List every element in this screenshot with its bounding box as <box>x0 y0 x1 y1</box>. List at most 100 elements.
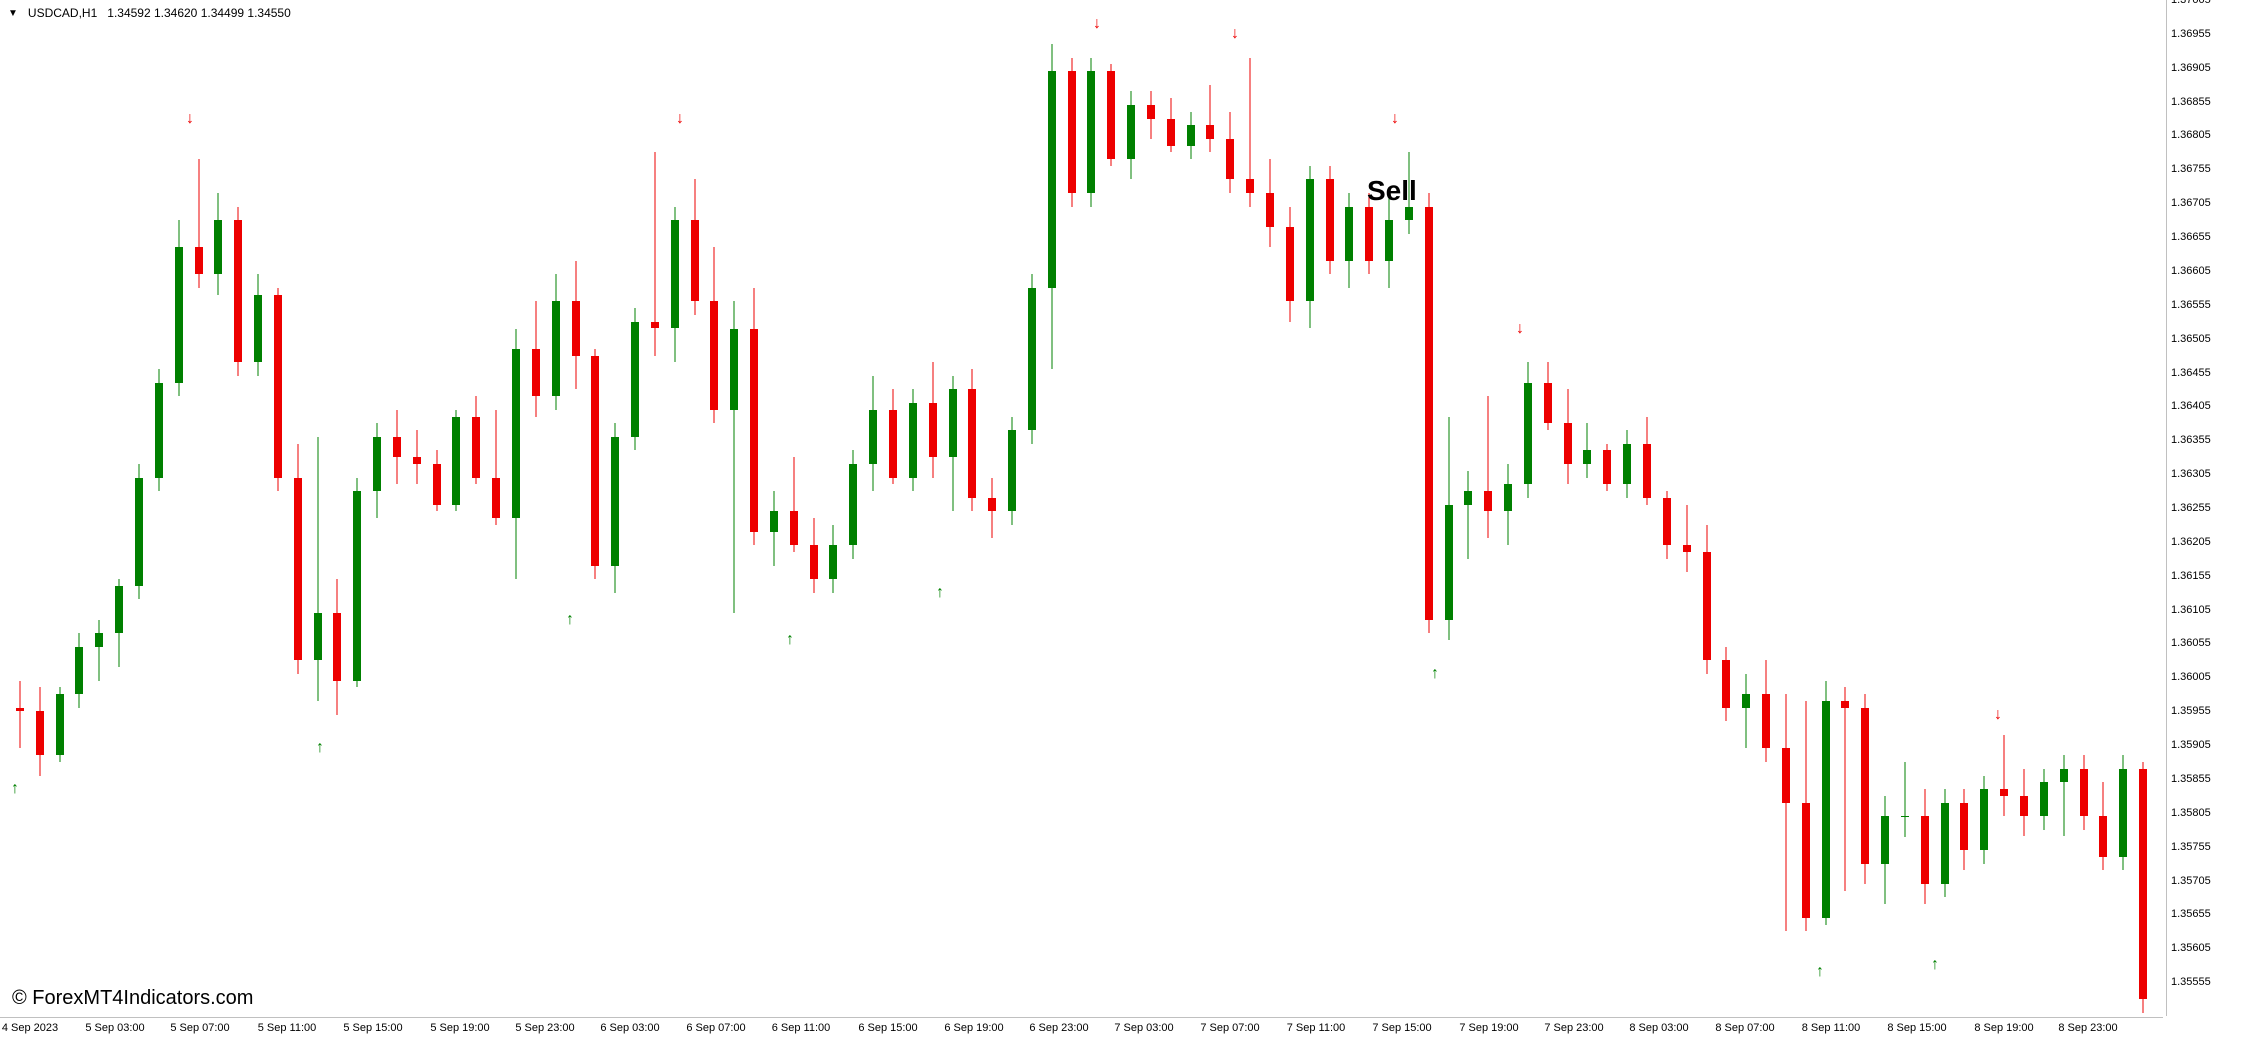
arrow-down-icon: ↓ <box>1391 110 1399 128</box>
candle <box>1504 0 1512 1016</box>
candle <box>2139 0 2147 1016</box>
time-tick: 5 Sep 11:00 <box>258 1022 317 1034</box>
candle <box>1921 0 1929 1016</box>
time-tick: 6 Sep 07:00 <box>686 1022 745 1034</box>
candle <box>1524 0 1532 1016</box>
time-tick: 8 Sep 07:00 <box>1715 1022 1774 1034</box>
candle <box>1722 0 1730 1016</box>
candle <box>314 0 322 1016</box>
candle <box>671 0 679 1016</box>
arrow-up-icon: ↑ <box>1931 956 1939 974</box>
time-tick: 8 Sep 03:00 <box>1629 1022 1688 1034</box>
candle <box>1643 0 1651 1016</box>
candle <box>1266 0 1274 1016</box>
candle <box>1663 0 1671 1016</box>
candle <box>1147 0 1155 1016</box>
candle <box>56 0 64 1016</box>
candle <box>2080 0 2088 1016</box>
candle <box>393 0 401 1016</box>
price-tick: 1.36305 <box>2171 468 2211 480</box>
price-tick: 1.36505 <box>2171 333 2211 345</box>
arrow-down-icon: ↓ <box>186 110 194 128</box>
candle <box>552 0 560 1016</box>
candle <box>1603 0 1611 1016</box>
candle <box>949 0 957 1016</box>
time-tick: 7 Sep 19:00 <box>1459 1022 1518 1034</box>
footer-credit: © ForexMT4Indicators.com <box>12 987 253 1010</box>
candle <box>135 0 143 1016</box>
price-tick: 1.37005 <box>2171 0 2211 6</box>
candle <box>909 0 917 1016</box>
candle <box>1028 0 1036 1016</box>
candle <box>1901 0 1909 1016</box>
arrow-down-icon: ↓ <box>1516 320 1524 338</box>
price-axis: 1.370051.369551.369051.368551.368051.367… <box>2166 0 2243 1016</box>
price-tick: 1.36355 <box>2171 434 2211 446</box>
candle <box>1008 0 1016 1016</box>
price-tick: 1.36405 <box>2171 400 2211 412</box>
candle <box>631 0 639 1016</box>
arrow-up-icon: ↑ <box>566 611 574 629</box>
candle <box>1564 0 1572 1016</box>
time-tick: 7 Sep 15:00 <box>1372 1022 1431 1034</box>
candle <box>115 0 123 1016</box>
candle <box>1306 0 1314 1016</box>
candle <box>1087 0 1095 1016</box>
candle <box>413 0 421 1016</box>
price-tick: 1.35905 <box>2171 739 2211 751</box>
price-tick: 1.36255 <box>2171 502 2211 514</box>
price-tick: 1.36005 <box>2171 671 2211 683</box>
candle <box>512 0 520 1016</box>
candle <box>2040 0 2048 1016</box>
candle <box>1623 0 1631 1016</box>
candle <box>869 0 877 1016</box>
candle <box>254 0 262 1016</box>
candle <box>1960 0 1968 1016</box>
time-tick: 5 Sep 23:00 <box>515 1022 574 1034</box>
arrow-up-icon: ↑ <box>936 584 944 602</box>
candle <box>929 0 937 1016</box>
time-tick: 6 Sep 23:00 <box>1029 1022 1088 1034</box>
candle <box>1762 0 1770 1016</box>
time-tick: 6 Sep 11:00 <box>772 1022 831 1034</box>
price-tick: 1.36555 <box>2171 299 2211 311</box>
candle <box>1445 0 1453 1016</box>
time-tick: 7 Sep 03:00 <box>1114 1022 1173 1034</box>
candle <box>1405 0 1413 1016</box>
candle <box>988 0 996 1016</box>
candle <box>770 0 778 1016</box>
chart-area[interactable]: ↑↓↑↑↓↑↑↓↓↓↑↓↑↑↓ <box>0 0 2163 1016</box>
candle <box>1742 0 1750 1016</box>
candle <box>889 0 897 1016</box>
candle <box>572 0 580 1016</box>
time-tick: 4 Sep 2023 <box>2 1022 58 1034</box>
price-tick: 1.35955 <box>2171 705 2211 717</box>
candle <box>968 0 976 1016</box>
candle <box>75 0 83 1016</box>
time-tick: 8 Sep 23:00 <box>2058 1022 2117 1034</box>
time-tick: 8 Sep 15:00 <box>1887 1022 1946 1034</box>
price-tick: 1.36805 <box>2171 129 2211 141</box>
price-tick: 1.36955 <box>2171 28 2211 40</box>
price-tick: 1.36105 <box>2171 604 2211 616</box>
candle <box>1068 0 1076 1016</box>
candle <box>1980 0 1988 1016</box>
candle <box>175 0 183 1016</box>
candle <box>1345 0 1353 1016</box>
time-tick: 7 Sep 11:00 <box>1287 1022 1346 1034</box>
candle <box>155 0 163 1016</box>
arrow-up-icon: ↑ <box>1816 963 1824 981</box>
candle <box>1881 0 1889 1016</box>
candle <box>1861 0 1869 1016</box>
candle <box>651 0 659 1016</box>
candle <box>2000 0 2008 1016</box>
candle <box>1226 0 1234 1016</box>
price-tick: 1.36605 <box>2171 265 2211 277</box>
time-tick: 5 Sep 15:00 <box>343 1022 402 1034</box>
price-tick: 1.35655 <box>2171 908 2211 920</box>
price-tick: 1.35705 <box>2171 875 2211 887</box>
candle <box>373 0 381 1016</box>
candle <box>710 0 718 1016</box>
candle <box>234 0 242 1016</box>
time-tick: 5 Sep 07:00 <box>170 1022 229 1034</box>
